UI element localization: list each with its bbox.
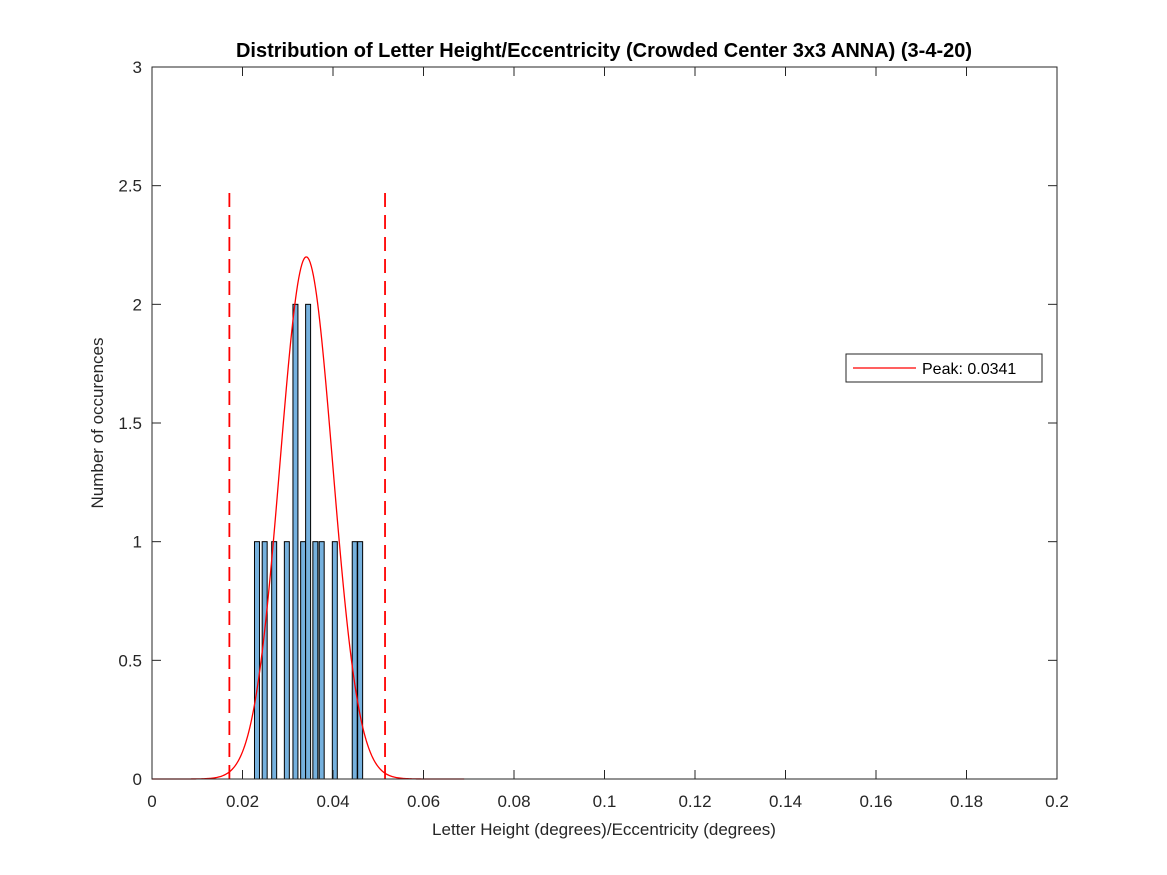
y-axis-ticks: 0 0.5 1 1.5 2 2.5 3 [118,58,1057,789]
x-axis-ticks: 0 0.02 0.04 0.06 0.08 0.1 0.12 0.14 0.16 0.18 0.2 [147,67,1069,811]
x-tick-label: 0.12 [678,792,711,811]
histogram-bar [351,541,358,780]
x-tick-label: 0.14 [769,792,802,811]
histogram-bar [331,541,338,780]
x-tick-label: 0.16 [859,792,892,811]
histogram-bar [253,541,260,780]
histogram-bar [271,541,278,780]
histogram-bar [283,541,290,780]
chart-title: Distribution of Letter Height/Eccentrici… [236,40,972,62]
histogram-bar [318,541,325,780]
histogram-bar [300,541,307,780]
x-tick-label: 0.08 [497,792,530,811]
x-axis-label: Letter Height (degrees)/Eccentricity (de… [432,820,776,839]
y-tick-label: 1 [133,533,142,552]
y-tick-label: 1.5 [118,414,142,433]
plot-area: 0 0.02 0.04 0.06 0.08 0.1 0.12 0.14 0.16 0.18 0.2 … [118,58,1068,811]
threshold-lines [228,185,386,779]
y-tick-label: 3 [133,58,142,77]
histogram-bar [292,303,299,780]
y-tick-label: 0.5 [118,651,142,670]
legend-entry-label: Peak: 0.0341 [922,361,1016,378]
y-tick-label: 2.5 [118,177,142,196]
y-tick-label: 2 [133,295,142,314]
y-tick-label: 0 [133,770,142,789]
x-tick-label: 0.2 [1045,792,1069,811]
legend: Peak: 0.0341 [845,353,1043,383]
histogram-bar [305,303,312,780]
histogram-bar [261,541,268,780]
y-axis-label: Number of occurences [88,337,107,508]
x-tick-label: 0.04 [316,792,349,811]
x-tick-label: 0.06 [407,792,440,811]
x-tick-label: 0.02 [226,792,259,811]
x-tick-label: 0 [147,792,156,811]
x-tick-label: 0.1 [593,792,617,811]
x-tick-label: 0.18 [950,792,983,811]
histogram-bar [312,541,319,780]
histogram-bar [357,541,364,780]
